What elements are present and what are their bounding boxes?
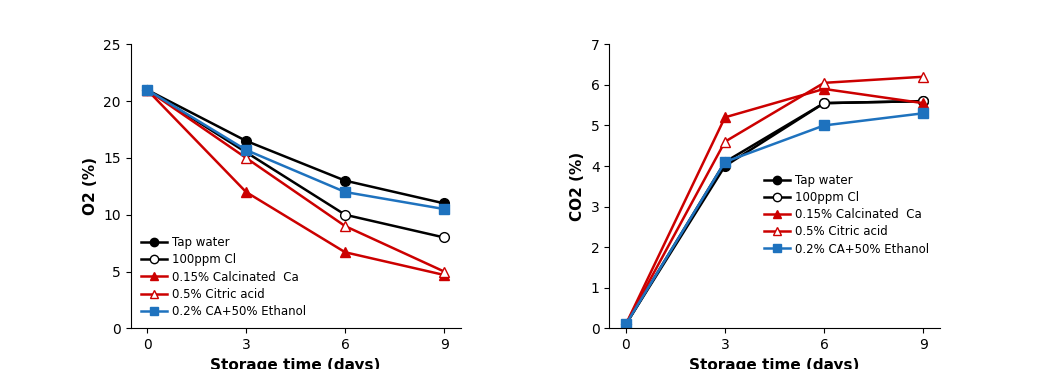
Y-axis label: CO2 (%): CO2 (%) (570, 152, 586, 221)
Legend: Tap water, 100ppm Cl, 0.15% Calcinated  Ca, 0.5% Citric acid, 0.2% CA+50% Ethano: Tap water, 100ppm Cl, 0.15% Calcinated C… (759, 169, 933, 260)
X-axis label: Storage time (days): Storage time (days) (689, 358, 859, 369)
Legend: Tap water, 100ppm Cl, 0.15% Calcinated  Ca, 0.5% Citric acid, 0.2% CA+50% Ethano: Tap water, 100ppm Cl, 0.15% Calcinated C… (137, 231, 311, 323)
X-axis label: Storage time (days): Storage time (days) (211, 358, 381, 369)
Y-axis label: O2 (%): O2 (%) (82, 157, 97, 215)
